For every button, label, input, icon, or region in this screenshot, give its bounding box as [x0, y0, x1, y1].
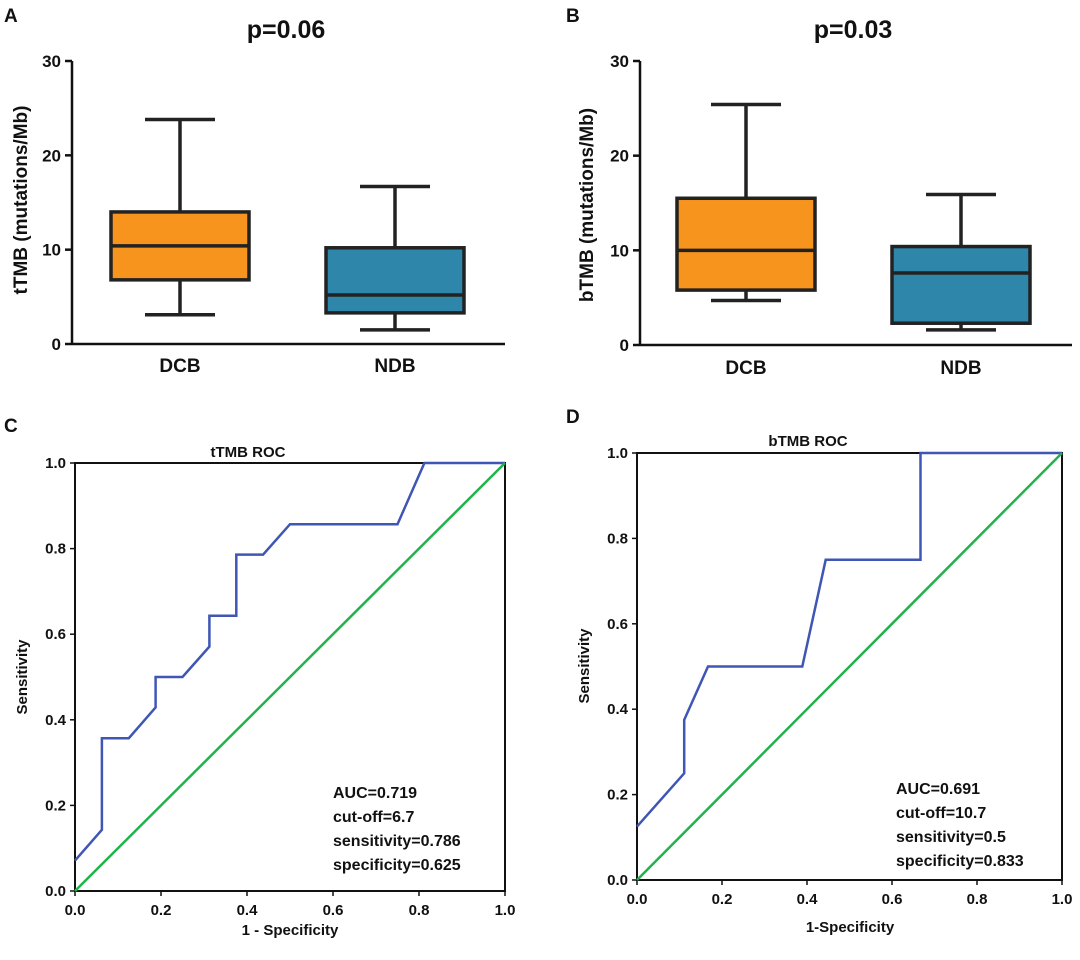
panel-b-plot: 0 10 20 30	[610, 52, 1072, 355]
panel-a-box-ndb	[324, 246, 466, 315]
panel-c-y-tick-label: 0.8	[45, 541, 66, 558]
panel-c-plot-frame	[74, 462, 506, 892]
panel-b-title: p=0.03	[814, 16, 893, 44]
panel-d-roc-curve	[636, 451, 1062, 828]
panel-b-y-tick-label: 10	[610, 241, 629, 260]
panel-a-y-axis-label: tTMB (mutations/Mb)	[11, 106, 32, 295]
panel-d-plot: 0.0 0.0 0.2 0.2 0.4 0.4 0.6 0.6 0.8 0.8 1.0 1.0	[607, 445, 1072, 908]
panel-d-x-tick-label: 0.6	[882, 891, 903, 908]
panel-c-y-tick-label: 0.4	[45, 712, 67, 729]
panel-d-x-tick-label: 1.0	[1052, 891, 1073, 908]
panel-c-y-tick-label: 1.0	[45, 455, 66, 472]
panel-letter-b: B	[566, 6, 580, 27]
panel-c-cutoff-text: cut-off=6.7	[333, 809, 414, 826]
panel-d-x-axis-label: 1-Specificity	[806, 919, 895, 936]
panel-a-y-tick-label: 0	[52, 335, 61, 354]
panel-b-y-tick-label: 0	[620, 336, 629, 355]
panel-d-specificity-text: specificity=0.833	[896, 853, 1024, 870]
panel-d-y-tick-label: 0.0	[607, 872, 628, 889]
panel-a: A p=0.06 tTMB (mutations/Mb) DCB NDB 0 10…	[4, 6, 505, 377]
panel-c-roc-curve	[74, 461, 505, 862]
panel-b-y-axis-label: bTMB (mutations/Mb)	[577, 108, 598, 302]
panel-c-x-tick-label: 0.2	[151, 902, 172, 919]
panel-b-y-tick-label: 30	[610, 52, 629, 71]
panel-a-category-label: DCB	[159, 356, 200, 377]
panel-d-x-tick-label: 0.8	[967, 891, 988, 908]
panel-c-x-tick-label: 1.0	[495, 902, 516, 919]
panel-c-title: tTMB ROC	[211, 444, 286, 461]
panel-a-y-tick-label: 10	[42, 241, 61, 260]
panel-d-y-axis-label: Sensitivity	[576, 628, 593, 704]
panel-d-x-tick-label: 0.0	[627, 891, 648, 908]
panel-b-box-dcb	[675, 196, 817, 292]
panel-letter-a: A	[4, 6, 18, 27]
panel-c-plot: 0.0 0.0 0.2 0.2 0.4 0.4 0.6 0.6 0.8 0.8 1.0 1.0	[45, 455, 515, 919]
panel-d-y-tick-label: 0.6	[607, 616, 628, 633]
panel-c-y-tick-label: 0.6	[45, 626, 66, 643]
panel-c: C tTMB ROC Sensitivity 1 - Specificity A…	[4, 416, 515, 939]
panel-c-x-tick-label: 0.8	[409, 902, 430, 919]
panel-c-x-tick-label: 0.0	[65, 902, 86, 919]
panel-d-y-tick-label: 0.4	[607, 701, 629, 718]
panel-c-auc-text: AUC=0.719	[333, 785, 417, 802]
panel-d-plot-frame	[636, 452, 1063, 881]
panel-d: D bTMB ROC Sensitivity 1-Specificity AUC…	[566, 407, 1072, 936]
panel-a-title: p=0.06	[247, 16, 326, 44]
panel-d-sensitivity-text: sensitivity=0.5	[896, 829, 1006, 846]
panel-b-category-label: DCB	[725, 358, 766, 379]
panel-b-y-tick-label: 20	[610, 147, 629, 166]
panel-a-y-tick-label: 30	[42, 52, 61, 71]
panel-letter-c: C	[4, 416, 18, 437]
panel-a-plot: 0 10 20 30	[42, 52, 505, 354]
panel-d-x-tick-label: 0.4	[797, 891, 819, 908]
panel-c-y-tick-label: 0.0	[45, 883, 66, 900]
panel-b: B p=0.03 bTMB (mutations/Mb) DCB NDB 0 10…	[566, 6, 1072, 379]
panel-d-y-tick-label: 0.8	[607, 530, 628, 547]
panel-d-auc-text: AUC=0.691	[896, 781, 980, 798]
panel-a-category-label: NDB	[374, 356, 415, 377]
panel-c-specificity-text: specificity=0.625	[333, 857, 461, 874]
panel-d-cutoff-text: cut-off=10.7	[896, 805, 986, 822]
panel-d-y-tick-label: 1.0	[607, 445, 628, 462]
panel-d-title: bTMB ROC	[768, 433, 847, 450]
panel-c-reference-line	[74, 462, 506, 892]
panel-c-x-tick-label: 0.4	[237, 902, 259, 919]
panel-d-y-tick-label: 0.2	[607, 787, 628, 804]
panel-c-sensitivity-text: sensitivity=0.786	[333, 833, 461, 850]
panel-c-y-tick-label: 0.2	[45, 797, 66, 814]
panel-d-x-tick-label: 0.2	[712, 891, 733, 908]
panel-c-y-axis-label: Sensitivity	[14, 639, 31, 715]
panel-b-box-ndb	[890, 244, 1032, 325]
panel-b-category-label: NDB	[940, 358, 981, 379]
panel-d-reference-line	[636, 452, 1063, 881]
panel-c-x-tick-label: 0.6	[323, 902, 344, 919]
panel-letter-d: D	[566, 407, 580, 428]
panel-c-x-axis-label: 1 - Specificity	[242, 922, 339, 939]
panel-a-y-tick-label: 20	[42, 146, 61, 165]
